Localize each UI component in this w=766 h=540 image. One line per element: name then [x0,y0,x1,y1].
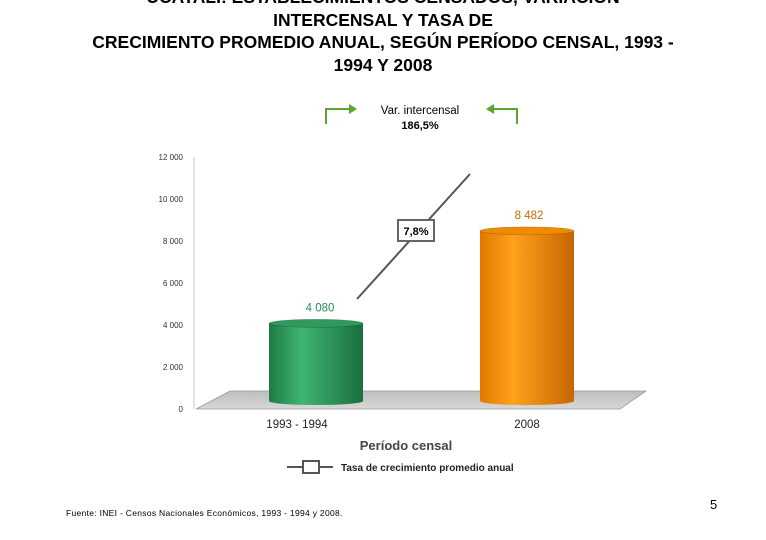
page-number: 5 [710,497,718,512]
bar [269,323,363,401]
y-tick-label: 10 000 [159,195,184,204]
bar [480,230,574,401]
legend-marker [302,460,320,474]
left-arrowhead-icon [349,104,357,114]
x-tick-label: 1993 - 1994 [266,419,328,431]
chart-title: UCAYALI: ESTABLECIMIENTOS CENSADOS, VARI… [0,0,766,76]
right-arrowhead-icon [486,104,494,114]
y-tick-label: 12 000 [159,153,184,162]
bar-top [479,226,575,236]
bar-base [269,397,363,405]
chart-floor [195,390,648,410]
growth-rate-label: 7,8% [403,226,428,238]
left-bracket-arrow [325,108,351,124]
legend-label: Tasa de crecimiento promedio anual [341,463,514,474]
intercensal-value: 186,5% [401,120,439,132]
source-footnote: Fuente: INEI - Censos Nacionales Económi… [66,508,343,518]
bar-top [268,319,364,328]
y-axis-ticks: 0 2 000 4 000 6 000 8 000 10 000 12 000 [159,153,184,414]
right-bracket-arrow [492,108,518,124]
title-line-2: INTERCENSAL Y TASA DE [273,9,493,30]
x-tick-label: 2008 [514,419,540,431]
bar-base [480,397,574,405]
data-label: 4 080 [306,302,335,314]
y-tick-label: 8 000 [163,237,184,246]
growth-rate-box [397,219,435,242]
title-line-1: UCAYALI: ESTABLECIMIENTOS CENSADOS, VARI… [0,0,766,9]
intercensal-label: Var. intercensal [381,105,459,117]
y-tick-label: 4 000 [163,321,184,330]
y-tick-label: 0 [179,405,184,414]
bars: 4 080 1993 - 1994 8 482 2008 [266,210,575,431]
y-tick-label: 2 000 [163,363,184,372]
title-line-4: 1994 Y 2008 [333,54,433,75]
data-label: 8 482 [515,210,544,222]
y-tick-label: 6 000 [163,279,184,288]
title-line-3: CRECIMIENTO PROMEDIO ANUAL, SEGÚN PERÍOD… [92,32,674,52]
x-axis-title: Período censal [360,438,452,453]
